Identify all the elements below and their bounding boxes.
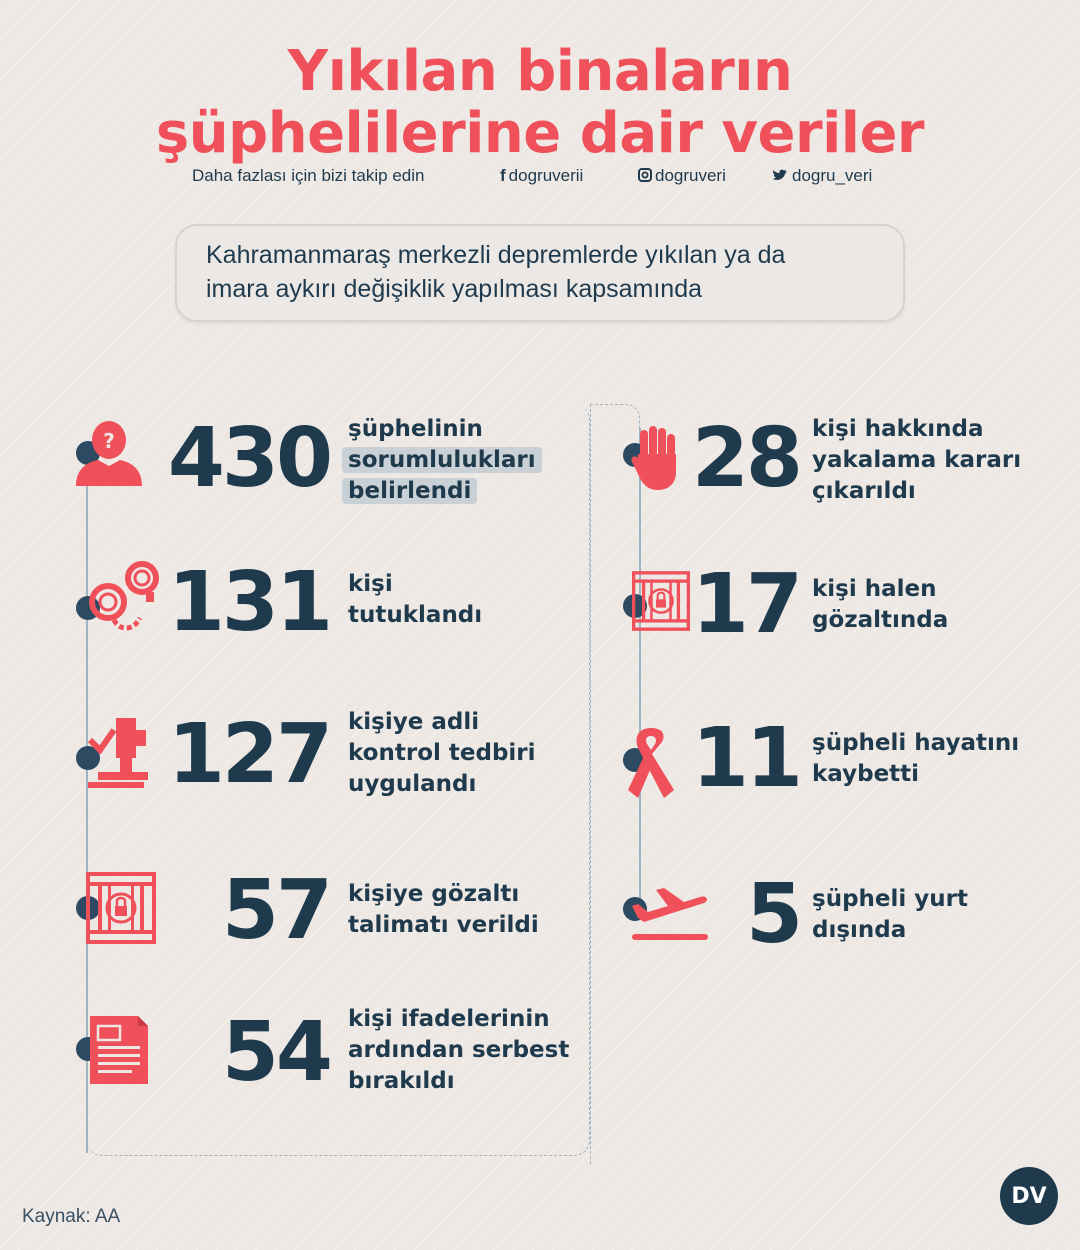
stat-value: 127	[167, 707, 333, 802]
stat-line: ardından serbest	[348, 1037, 570, 1063]
highlighted-text: sorumlulukları	[342, 447, 542, 473]
stat-line: kişiye adli	[348, 709, 480, 735]
twitter-handle: dogru_veri	[792, 166, 873, 185]
facebook-icon: f	[500, 166, 506, 185]
stat-description: kişi ifadelerinin ardından serbest bırak…	[348, 1004, 569, 1097]
handcuffs-icon	[86, 558, 166, 642]
twitter-link[interactable]: dogru_veri	[772, 166, 872, 186]
instagram-handle: dogruveri	[655, 166, 726, 185]
stat-line: kişi	[348, 571, 393, 597]
stat-line: çıkarıldı	[812, 478, 916, 504]
highlighted-text: belirlendi	[342, 478, 478, 504]
stat-line: şüphelinin	[348, 416, 483, 442]
subtitle-line-2: imara aykırı değişiklik yapılması kapsam…	[206, 275, 703, 303]
jail-icon	[86, 872, 156, 948]
stat-line: tutuklandı	[348, 602, 483, 628]
stat-line: uygulandı	[348, 771, 477, 797]
stat-value: 17	[691, 557, 803, 652]
stat-description: kişi tutuklandı	[348, 569, 482, 631]
stat-line: yakalama kararı	[812, 447, 1022, 473]
facebook-handle: dogruverii	[508, 166, 584, 185]
subtitle-text: Kahramanmaraş merkezli depremlerde yıkıl…	[206, 238, 896, 306]
airplane-takeoff-icon	[630, 884, 710, 948]
stat-description: şüphelinin sorumlulukları belirlendi	[342, 414, 542, 507]
stat-value: 57	[221, 863, 333, 958]
subtitle-box	[175, 224, 905, 322]
stat-line: gözaltında	[812, 607, 949, 633]
left-column-frame	[86, 404, 590, 1156]
dogru-veri-logo: DV	[1000, 1167, 1058, 1225]
instagram-link[interactable]: dogruveri	[638, 166, 726, 186]
svg-text:?: ?	[103, 429, 115, 453]
left-timeline-line	[86, 453, 88, 1153]
stat-value: 131	[167, 555, 333, 650]
title-line-1: Yıkılan binaların	[287, 39, 793, 104]
source-note: Kaynak: AA	[22, 1206, 121, 1227]
stat-value: 54	[221, 1005, 333, 1100]
stat-description: kişi halen gözaltında	[812, 574, 948, 636]
stat-description: şüpheli yurt dışında	[812, 884, 968, 946]
stat-line: şüpheli hayatını	[812, 730, 1020, 756]
stat-description: kişi hakkında yakalama kararı çıkarıldı	[812, 414, 1021, 507]
fingerprint-scanner-icon	[86, 716, 152, 794]
stat-line: bırakıldı	[348, 1068, 455, 1094]
suspect-icon: ?	[74, 418, 144, 492]
logo-text: DV	[1011, 1183, 1047, 1209]
stat-description: şüpheli hayatını kaybetti	[812, 728, 1019, 790]
stat-line: şüpheli yurt	[812, 886, 968, 912]
follow-text: Daha fazlası için bizi takip edin	[192, 166, 425, 185]
right-column-frame	[590, 404, 640, 1164]
jail-icon	[632, 570, 690, 636]
stat-line: dışında	[812, 917, 907, 943]
title-line-2: şüphelilerine dair veriler	[155, 101, 925, 166]
stat-value: 430	[167, 411, 333, 506]
subtitle-line-1: Kahramanmaraş merkezli depremlerde yıkıl…	[206, 241, 786, 269]
stat-line: kontrol tedbiri	[348, 740, 536, 766]
stop-hand-icon	[630, 424, 682, 496]
stat-value: 11	[691, 711, 803, 806]
twitter-icon	[772, 166, 789, 186]
stat-description: kişiye adli kontrol tedbiri uygulandı	[348, 707, 536, 800]
stat-line: kaybetti	[812, 761, 920, 787]
stat-line: kişi ifadelerinin	[348, 1006, 550, 1032]
stat-line: kişi hakkında	[812, 416, 984, 442]
stat-line: kişiye gözaltı	[348, 881, 520, 907]
right-column-frame-top	[590, 404, 640, 428]
stat-line: kişi halen	[812, 576, 937, 602]
stat-description: kişiye gözaltı talimatı verildi	[348, 879, 539, 941]
document-icon	[88, 1014, 152, 1090]
facebook-link[interactable]: f dogruverii	[500, 166, 583, 186]
ribbon-icon	[626, 724, 676, 804]
stat-line: talimatı verildi	[348, 912, 539, 938]
right-timeline-line	[639, 428, 641, 908]
stat-value: 28	[691, 411, 803, 506]
instagram-icon	[638, 166, 652, 186]
stat-value: 5	[745, 867, 803, 962]
